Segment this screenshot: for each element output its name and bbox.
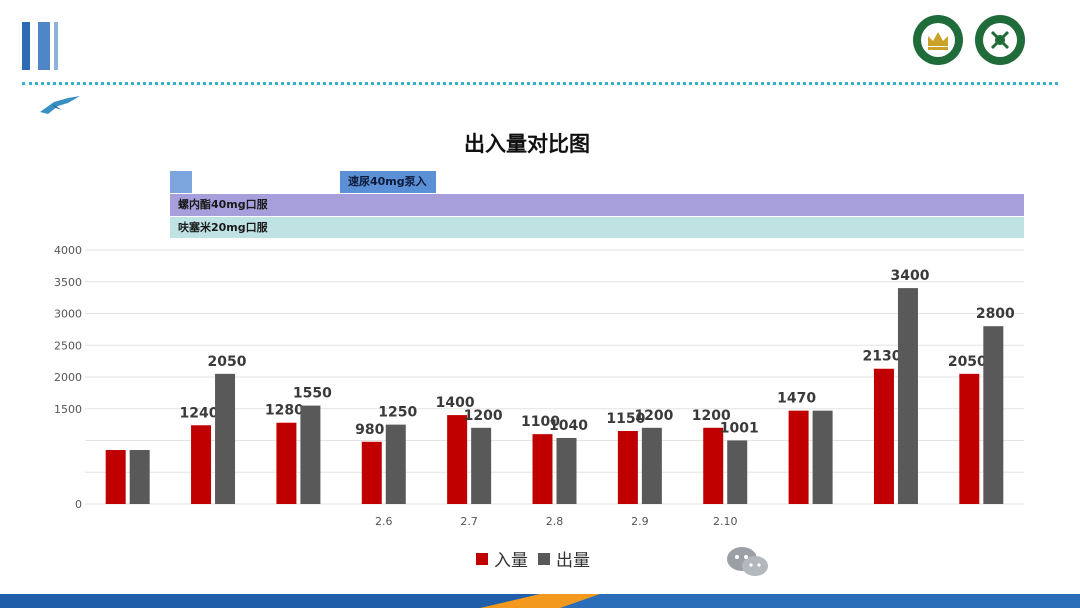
data-label: 1400 <box>436 395 475 411</box>
data-label: 1200 <box>634 408 673 424</box>
hospital-logo-icon <box>975 15 1025 65</box>
data-label: 2800 <box>976 306 1015 322</box>
chart-legend: 入量 出量 <box>476 546 600 571</box>
wechat-icon <box>727 547 768 576</box>
y-tick-label: 4000 <box>54 244 82 257</box>
treatment-band: 螺内酯40mg口服 <box>170 194 1024 216</box>
x-tick-label: 2.6 <box>375 515 393 528</box>
x-tick-label: 2.7 <box>460 515 478 528</box>
data-label: 2050 <box>208 354 247 370</box>
y-tick-label: 1500 <box>54 403 82 416</box>
bar <box>812 410 833 504</box>
data-label: 1550 <box>293 386 332 402</box>
bar <box>873 368 894 504</box>
bar <box>215 373 236 504</box>
bar <box>959 373 980 504</box>
bar <box>897 288 918 504</box>
data-label: 980 <box>355 422 384 438</box>
data-label: 1200 <box>464 408 503 424</box>
bar <box>129 450 150 504</box>
bar <box>983 326 1004 504</box>
treatment-band: 速尿40mg泵入 <box>340 171 436 193</box>
data-label: 1200 <box>692 408 731 424</box>
legend-item: 出量 <box>538 546 590 571</box>
data-label: 1280 <box>265 403 304 419</box>
bar <box>788 410 809 504</box>
bar <box>703 427 724 504</box>
header-divider <box>22 82 1058 85</box>
data-label: 1150 <box>606 411 645 427</box>
data-label: 1470 <box>777 391 816 407</box>
y-tick-label: 3000 <box>54 308 82 321</box>
bar <box>727 440 748 504</box>
bar <box>617 430 638 504</box>
bar <box>276 422 297 504</box>
data-label: 3400 <box>890 268 929 284</box>
chart-title: 出入量对比图 <box>464 132 590 156</box>
y-tick-label: 0 <box>75 498 82 511</box>
y-tick-label: 2000 <box>54 371 82 384</box>
treatment-band: 呋塞米20mg口服 <box>170 217 1024 238</box>
data-label: 2130 <box>862 349 901 365</box>
accent-bar <box>38 22 50 70</box>
bar <box>532 434 553 504</box>
bar <box>385 424 406 504</box>
x-tick-label: 2.8 <box>546 515 564 528</box>
bar <box>361 441 382 504</box>
x-tick-label: 2.9 <box>631 515 649 528</box>
data-label: 1100 <box>521 414 560 430</box>
treatment-band-cap <box>170 171 192 193</box>
hospital-logo-icon <box>913 15 963 65</box>
y-tick-label: 3500 <box>54 276 82 289</box>
bar <box>105 450 126 504</box>
data-label: 1040 <box>549 418 588 434</box>
legend-swatch <box>538 552 550 565</box>
accent-bar <box>54 22 58 70</box>
data-label: 1001 <box>720 420 759 436</box>
bar <box>471 427 492 504</box>
bar <box>191 425 212 504</box>
data-label: 2050 <box>948 354 987 370</box>
bar <box>556 437 577 504</box>
bar <box>300 405 321 504</box>
footer-band <box>0 594 1080 608</box>
data-label: 1250 <box>378 405 417 421</box>
legend-label: 入量 <box>494 551 528 571</box>
legend-item: 入量 <box>476 546 528 571</box>
data-label: 1240 <box>180 405 219 421</box>
bird-icon <box>40 96 80 114</box>
legend-swatch <box>476 552 488 565</box>
bar <box>641 427 662 504</box>
y-tick-label: 2500 <box>54 339 82 352</box>
x-tick-label: 2.10 <box>713 515 738 528</box>
legend-label: 出量 <box>556 551 590 571</box>
accent-bar <box>22 22 30 70</box>
bar <box>447 415 468 504</box>
